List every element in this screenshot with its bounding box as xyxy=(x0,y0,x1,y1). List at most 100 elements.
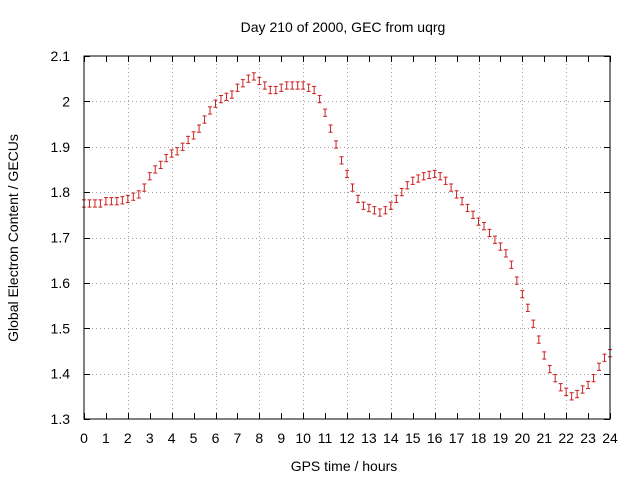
data-point xyxy=(273,85,278,95)
data-point xyxy=(279,83,284,92)
data-point xyxy=(197,124,202,133)
data-point xyxy=(328,124,333,133)
x-tick-labels: 0 1 2 3 4 5 6 7 8 9 10 11 12 13 14 15 16 17 18 19 20 21 22 23 24 xyxy=(80,430,618,446)
data-point xyxy=(229,90,234,99)
data-point xyxy=(432,169,437,179)
data-point xyxy=(345,169,349,179)
data-point xyxy=(580,385,585,394)
x-axis-label: GPS time / hours xyxy=(291,458,398,474)
x-tick-label: 1 xyxy=(102,430,110,446)
x-tick-label: 7 xyxy=(234,430,242,446)
data-point xyxy=(131,192,136,201)
grid-lines xyxy=(84,56,610,419)
x-tick-label: 4 xyxy=(168,430,176,446)
data-point xyxy=(481,222,486,231)
data-point xyxy=(290,81,295,90)
data-point xyxy=(257,76,262,86)
data-point xyxy=(416,174,421,183)
data-point xyxy=(427,170,432,180)
data-point xyxy=(514,276,519,285)
x-tick-label: 9 xyxy=(277,430,285,446)
y-tick-label: 1.7 xyxy=(51,230,71,246)
data-point xyxy=(262,81,267,90)
data-point xyxy=(114,197,119,206)
data-point xyxy=(602,353,607,362)
data-point xyxy=(191,131,196,140)
data-point xyxy=(569,392,574,401)
data-point xyxy=(103,197,108,206)
data-point xyxy=(164,153,169,163)
data-point xyxy=(421,172,426,181)
data-point xyxy=(372,206,377,215)
data-point xyxy=(208,106,213,115)
data-point xyxy=(323,108,328,117)
x-tick-label: 21 xyxy=(536,430,552,446)
data-point xyxy=(498,242,503,251)
x-tick-label: 15 xyxy=(405,430,421,446)
y-tick-labels: 1.3 1.4 1.5 1.6 1.7 1.8 1.9 2 2.1 xyxy=(51,48,71,427)
data-point xyxy=(109,197,114,206)
data-point xyxy=(339,156,344,165)
data-point xyxy=(492,235,497,244)
data-point xyxy=(301,81,306,90)
y-tick-label: 1.5 xyxy=(51,320,71,336)
y-tick-label: 2.1 xyxy=(51,48,71,64)
data-point xyxy=(520,290,525,299)
x-tick-label: 12 xyxy=(339,430,355,446)
data-point xyxy=(388,201,393,210)
data-point xyxy=(597,362,602,371)
data-point xyxy=(547,364,552,374)
data-point xyxy=(487,228,492,238)
x-tick-label: 16 xyxy=(427,430,443,446)
data-point xyxy=(355,194,360,204)
data-point xyxy=(306,83,311,92)
data-point xyxy=(235,83,240,92)
x-tick-label: 5 xyxy=(190,430,198,446)
data-point xyxy=(536,335,541,344)
data-point xyxy=(92,199,97,208)
data-point xyxy=(531,319,536,328)
x-tick-label: 6 xyxy=(212,430,220,446)
data-point xyxy=(312,85,317,95)
data-point xyxy=(142,183,147,192)
x-tick-label: 10 xyxy=(295,430,311,446)
x-tick-label: 2 xyxy=(124,430,132,446)
x-tick-label: 17 xyxy=(449,430,465,446)
data-point xyxy=(575,389,580,399)
data-point xyxy=(438,172,443,181)
data-point xyxy=(383,206,388,215)
x-tick-label: 23 xyxy=(580,430,596,446)
data-point xyxy=(503,249,508,258)
y-tick-label: 1.4 xyxy=(51,366,71,382)
data-point xyxy=(87,199,92,208)
data-point xyxy=(454,190,459,199)
data-point xyxy=(317,94,322,104)
plot-frame xyxy=(83,55,611,420)
data-point xyxy=(186,135,191,145)
data-point xyxy=(268,85,273,95)
x-tick-label: 20 xyxy=(515,430,531,446)
y-tick-label: 1.9 xyxy=(51,139,71,155)
data-point xyxy=(158,160,163,170)
x-tick-label: 8 xyxy=(255,430,263,446)
data-point xyxy=(361,201,366,210)
data-point xyxy=(147,172,152,181)
data-point xyxy=(394,194,399,204)
data-point xyxy=(460,197,465,206)
data-point xyxy=(295,81,300,90)
data-point xyxy=(366,203,371,213)
y-tick-label: 1.3 xyxy=(51,411,71,427)
data-point xyxy=(240,79,245,88)
data-point xyxy=(224,92,229,101)
x-tick-label: 22 xyxy=(558,430,574,446)
data-series xyxy=(82,72,612,401)
x-tick-label: 3 xyxy=(146,430,154,446)
x-tick-label: 13 xyxy=(361,430,377,446)
data-point xyxy=(246,74,251,83)
data-point xyxy=(399,187,404,197)
data-point xyxy=(476,217,481,226)
data-point xyxy=(405,181,410,190)
data-point xyxy=(465,203,470,213)
data-point xyxy=(350,183,355,192)
